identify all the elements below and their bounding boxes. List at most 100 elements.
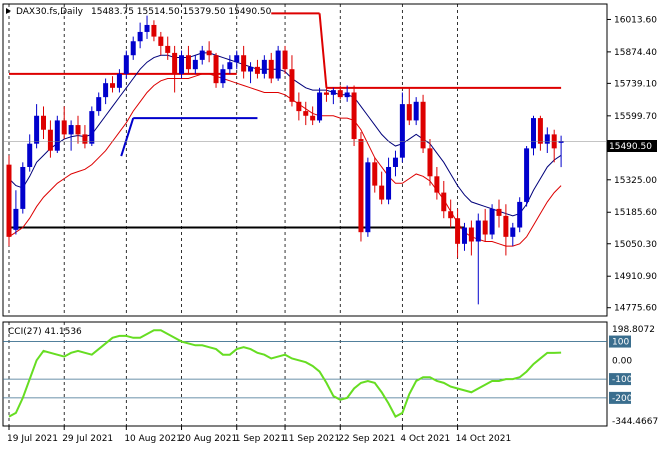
cci-max-label: 198.8072 xyxy=(612,325,655,335)
candle-body xyxy=(468,227,474,242)
price-label: 15050.30 xyxy=(614,240,657,250)
candle-body xyxy=(82,134,88,144)
horizontal-levels xyxy=(7,12,562,229)
cci-line xyxy=(8,329,562,419)
candle-body xyxy=(96,97,102,112)
candle-body xyxy=(41,115,47,130)
candle-body xyxy=(34,115,40,144)
current-price-tag: 15490.50 xyxy=(609,142,652,152)
price-label: 14910.90 xyxy=(614,272,657,282)
candle-body xyxy=(489,208,495,235)
price-label: 15185.60 xyxy=(614,208,657,218)
candle-body xyxy=(379,185,385,200)
candle-body xyxy=(455,218,461,244)
candle-body xyxy=(558,141,564,143)
candle-body xyxy=(261,59,267,74)
candle-body xyxy=(268,59,274,79)
date-label: 11 Sep 2021 xyxy=(283,434,340,444)
candle-body xyxy=(179,55,185,74)
candle-body xyxy=(544,134,550,144)
candle-body xyxy=(392,157,398,167)
candle-body xyxy=(441,192,447,212)
cci-level-tag: 100 xyxy=(612,338,629,348)
price-label: 14775.60 xyxy=(614,304,657,314)
candle-body xyxy=(337,90,343,98)
date-label: 10 Aug 2021 xyxy=(124,434,182,444)
candle-body xyxy=(461,227,467,244)
price-label: 15739.10 xyxy=(614,79,657,89)
date-label: 4 Oct 2021 xyxy=(400,434,450,444)
candle-body xyxy=(275,50,281,79)
price-label: 15874.40 xyxy=(614,48,657,58)
candle-body xyxy=(413,101,419,121)
cci-level-tag: -100 xyxy=(612,375,633,385)
candle-body xyxy=(323,92,329,95)
candle-body xyxy=(27,143,33,167)
candle-body xyxy=(372,162,378,186)
candle-body xyxy=(213,55,219,84)
candle-body xyxy=(530,118,536,149)
candle-body xyxy=(227,62,233,70)
candle-body xyxy=(344,92,350,98)
candle-body xyxy=(282,50,288,70)
candle-body xyxy=(406,104,412,121)
candle-body xyxy=(165,45,171,53)
candle-body xyxy=(206,50,212,56)
date-label: 29 Jul 2021 xyxy=(62,434,113,444)
cci-panel: 100 0.00 -100 -200 198.8072 -344.4667 xyxy=(3,325,658,427)
candle-body xyxy=(517,201,523,228)
candle-body xyxy=(47,129,53,151)
candle-body xyxy=(420,101,426,149)
candle-body xyxy=(448,211,454,219)
price-label: 15325.00 xyxy=(614,176,657,186)
candle-body xyxy=(185,55,191,70)
candle-body xyxy=(199,50,205,60)
cci-label: CCI(27) 41.1536 xyxy=(8,327,82,337)
header-ohlc: 15483.75 15514.50 15379.50 15490.50 xyxy=(91,7,272,17)
candle-body xyxy=(358,139,364,233)
candle-body xyxy=(6,164,12,237)
candle-body xyxy=(137,31,143,42)
candle-body xyxy=(68,125,74,135)
candle-body xyxy=(144,24,150,32)
candle-body xyxy=(241,55,247,72)
candle-body xyxy=(365,162,371,233)
candle-body xyxy=(496,208,502,216)
candle-body xyxy=(475,220,481,242)
price-label: 15599.70 xyxy=(614,112,657,122)
candle-body xyxy=(130,41,136,56)
candle-body xyxy=(503,215,509,237)
candle-body xyxy=(427,148,433,177)
candle-body xyxy=(510,227,516,237)
date-label: 19 Jul 2021 xyxy=(7,434,58,444)
candle-body xyxy=(296,101,302,112)
candle-body xyxy=(524,148,530,202)
candle-body xyxy=(248,66,254,72)
candle-body xyxy=(192,59,198,70)
candle-body xyxy=(303,111,309,116)
date-label: 20 Aug 2021 xyxy=(180,434,238,444)
candle-body xyxy=(89,111,95,144)
candle-body xyxy=(289,69,295,102)
candle-body xyxy=(158,36,164,46)
date-label: 22 Sep 2021 xyxy=(338,434,395,444)
candle-body xyxy=(61,120,67,135)
cci-level-tag-bg xyxy=(609,335,631,348)
current-price-tag-bg xyxy=(607,140,657,152)
candles xyxy=(6,15,564,305)
header-arrow-icon xyxy=(6,8,11,14)
cci-panel-frame xyxy=(2,321,608,427)
date-label: 14 Oct 2021 xyxy=(456,434,512,444)
cci-min-label: -344.4667 xyxy=(612,417,658,427)
candle-body xyxy=(537,118,543,144)
candle-body xyxy=(13,208,19,230)
price-panel-frame xyxy=(2,3,608,317)
cci-level-label: 0.00 xyxy=(612,356,632,366)
candle-body xyxy=(482,220,488,235)
date-label: 1 Sep 2021 xyxy=(235,434,286,444)
price-label: 16013.60 xyxy=(614,15,657,25)
candle-body xyxy=(386,166,392,200)
candle-body xyxy=(123,55,129,74)
